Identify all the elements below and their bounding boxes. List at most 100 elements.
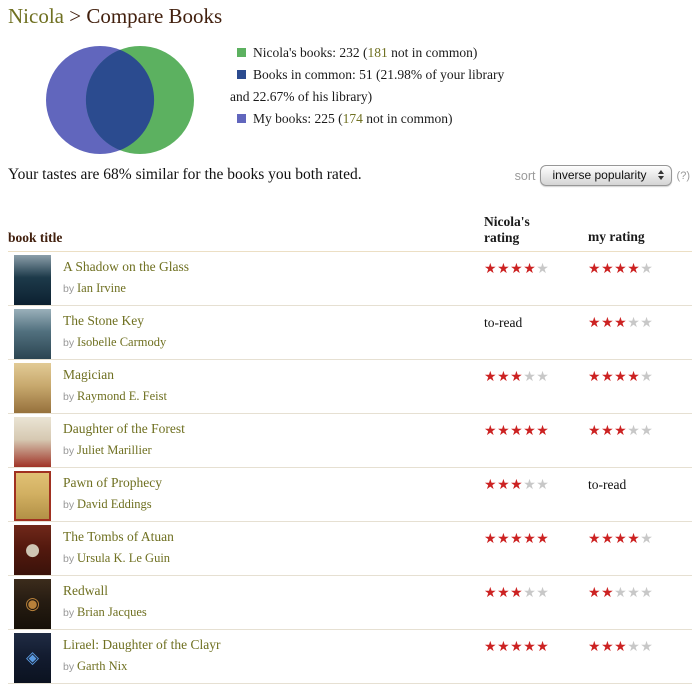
my-star-rating[interactable]: ★★★★★ xyxy=(588,532,653,547)
legend-count-link[interactable]: 181 xyxy=(367,45,388,60)
legend-text: Books in common: 51 (21.98% of your libr… xyxy=(253,67,505,82)
sort-select[interactable]: inverse popularity xyxy=(540,165,672,186)
legend: Nicola's books: 232 (181 not in common) B… xyxy=(230,42,572,130)
nicola-star-rating[interactable]: ★★★★★ xyxy=(484,424,549,439)
star-icon: ★ xyxy=(536,370,550,385)
sort-label: sort xyxy=(514,168,536,183)
cover-glyph-icon: ● xyxy=(25,539,40,560)
book-title-link[interactable]: A Shadow on the Glass xyxy=(63,259,189,274)
book-cover[interactable] xyxy=(14,417,51,467)
star-icon: ★ xyxy=(627,424,641,439)
star-icon: ★ xyxy=(588,316,602,331)
sort-help-link[interactable]: (?) xyxy=(676,169,690,182)
book-title-link[interactable]: Redwall xyxy=(63,583,108,598)
nicola-star-rating[interactable]: ★★★★★ xyxy=(484,640,549,655)
star-icon: ★ xyxy=(640,586,654,601)
star-icon: ★ xyxy=(523,532,537,547)
star-icon: ★ xyxy=(627,262,641,277)
nicola-star-rating[interactable]: ★★★★★ xyxy=(484,262,549,277)
column-header-my-rating: my rating xyxy=(588,229,645,244)
book-cover[interactable] xyxy=(14,255,51,305)
star-icon: ★ xyxy=(497,424,511,439)
star-icon: ★ xyxy=(614,532,628,547)
byline-prefix: by xyxy=(63,553,78,565)
sort-selected-value: inverse popularity xyxy=(552,168,647,182)
star-icon: ★ xyxy=(627,370,641,385)
star-icon: ★ xyxy=(536,640,550,655)
book-cover[interactable] xyxy=(14,309,51,359)
nicola-star-rating[interactable]: ★★★★★ xyxy=(484,532,549,547)
author-link[interactable]: Juliet Marillier xyxy=(77,443,152,457)
column-header-nicola-rating: Nicola's rating xyxy=(484,214,530,245)
column-header-book-title: book title xyxy=(8,230,63,245)
book-title-link[interactable]: Magician xyxy=(63,367,114,382)
star-icon: ★ xyxy=(497,640,511,655)
star-icon: ★ xyxy=(614,586,628,601)
star-icon: ★ xyxy=(523,370,537,385)
star-icon: ★ xyxy=(588,370,602,385)
my-star-rating[interactable]: ★★★★★ xyxy=(588,316,653,331)
table-header-row: book title Nicola's rating my rating xyxy=(8,212,692,252)
star-icon: ★ xyxy=(601,640,615,655)
similarity-text: Your tastes are 68% similar for the book… xyxy=(8,166,362,183)
star-icon: ★ xyxy=(640,424,654,439)
book-cover[interactable]: ◈ xyxy=(14,633,51,683)
book-title-link[interactable]: Daughter of the Forest xyxy=(63,421,185,436)
author-link[interactable]: David Eddings xyxy=(77,497,152,511)
rating-text: to-read xyxy=(588,477,627,492)
my-star-rating[interactable]: ★★★★★ xyxy=(588,640,653,655)
star-icon: ★ xyxy=(484,262,498,277)
star-icon: ★ xyxy=(523,478,537,493)
legend-text: not in common) xyxy=(362,111,453,126)
author-link[interactable]: Garth Nix xyxy=(77,659,128,673)
arrow-up-icon xyxy=(657,170,664,174)
book-table-body: A Shadow on the Glass by Ian Irvine ★★★★★ ★… xyxy=(8,252,692,684)
nicola-star-rating[interactable]: ★★★★★ xyxy=(484,478,549,493)
byline-prefix: by xyxy=(63,661,78,673)
book-title-link[interactable]: The Stone Key xyxy=(63,313,144,328)
star-icon: ★ xyxy=(523,262,537,277)
book-cover[interactable]: ● xyxy=(14,525,51,575)
book-title-link[interactable]: Pawn of Prophecy xyxy=(63,475,162,490)
star-icon: ★ xyxy=(614,370,628,385)
nicola-star-rating[interactable]: ★★★★★ xyxy=(484,370,549,385)
byline-prefix: by xyxy=(63,337,78,349)
legend-count-link[interactable]: 174 xyxy=(342,111,363,126)
book-cover[interactable]: ◉ xyxy=(14,579,51,629)
page-title: Compare Books xyxy=(86,4,223,28)
author-link[interactable]: Ursula K. Le Guin xyxy=(77,551,171,565)
star-icon: ★ xyxy=(614,424,628,439)
book-title-link[interactable]: The Tombs of Atuan xyxy=(63,529,174,544)
byline-prefix: by xyxy=(63,445,78,457)
book-title-link[interactable]: Lirael: Daughter of the Clayr xyxy=(63,637,221,652)
table-row: ● The Tombs of Atuan by Ursula K. Le Guin ★… xyxy=(8,522,692,576)
star-icon: ★ xyxy=(627,532,641,547)
author-link[interactable]: Ian Irvine xyxy=(77,281,126,295)
nicola-star-rating[interactable]: ★★★★★ xyxy=(484,586,549,601)
star-icon: ★ xyxy=(536,532,550,547)
author-link[interactable]: Brian Jacques xyxy=(77,605,147,619)
book-cover[interactable] xyxy=(14,471,51,521)
star-icon: ★ xyxy=(484,640,498,655)
book-cover[interactable] xyxy=(14,363,51,413)
star-icon: ★ xyxy=(484,586,498,601)
star-icon: ★ xyxy=(627,640,641,655)
rating-text: to-read xyxy=(484,315,523,330)
table-row: ◉ Redwall by Brian Jacques ★★★★★ ★★★★★ xyxy=(8,576,692,630)
star-icon: ★ xyxy=(510,640,524,655)
my-star-rating[interactable]: ★★★★★ xyxy=(588,262,653,277)
venn-overlap-lens xyxy=(85,49,155,151)
byline: by Ian Irvine xyxy=(63,279,189,297)
star-icon: ★ xyxy=(614,262,628,277)
star-icon: ★ xyxy=(640,370,654,385)
star-icon: ★ xyxy=(640,640,654,655)
my-star-rating[interactable]: ★★★★★ xyxy=(588,586,653,601)
star-icon: ★ xyxy=(640,316,654,331)
star-icon: ★ xyxy=(614,316,628,331)
star-icon: ★ xyxy=(601,370,615,385)
author-link[interactable]: Isobelle Carmody xyxy=(77,335,167,349)
my-star-rating[interactable]: ★★★★★ xyxy=(588,424,653,439)
my-star-rating[interactable]: ★★★★★ xyxy=(588,370,653,385)
author-link[interactable]: Raymond E. Feist xyxy=(77,389,167,403)
breadcrumb-user-link[interactable]: Nicola xyxy=(8,4,64,28)
